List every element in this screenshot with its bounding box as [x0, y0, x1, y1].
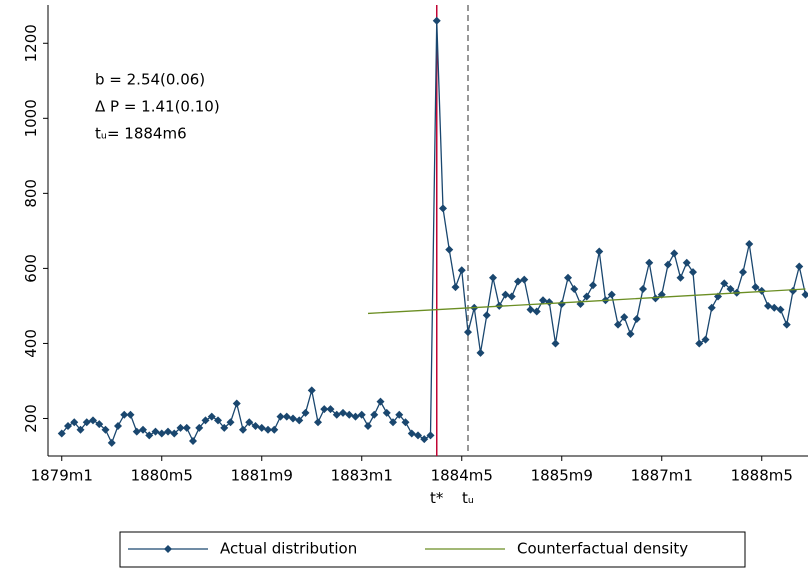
x-tick-label: 1880m5 — [131, 467, 193, 485]
y-tick-label: 1000 — [22, 99, 40, 137]
y-tick-label: 800 — [22, 179, 40, 208]
reference-label: t* — [430, 489, 444, 507]
x-tick-label: 1884m5 — [431, 467, 493, 485]
y-tick-label: 600 — [22, 254, 40, 283]
annotation: Δ P = 1.41(0.10) — [95, 98, 220, 116]
y-tick-label: 1200 — [22, 24, 40, 62]
x-tick-label: 1883m1 — [331, 467, 393, 485]
annotation: b = 2.54(0.06) — [95, 71, 205, 89]
x-tick-label: 1887m1 — [631, 467, 693, 485]
annotation: tᵤ= 1884m6 — [95, 125, 187, 143]
legend-label: Counterfactual density — [517, 540, 688, 558]
legend-label: Actual distribution — [220, 540, 357, 558]
x-tick-label: 1879m1 — [31, 467, 93, 485]
y-tick-label: 400 — [22, 329, 40, 358]
y-tick-label: 200 — [22, 404, 40, 433]
x-tick-label: 1881m9 — [231, 467, 293, 485]
x-tick-label: 1885m9 — [531, 467, 593, 485]
reference-label: tᵤ — [462, 489, 474, 507]
x-tick-label: 1888m5 — [731, 467, 793, 485]
